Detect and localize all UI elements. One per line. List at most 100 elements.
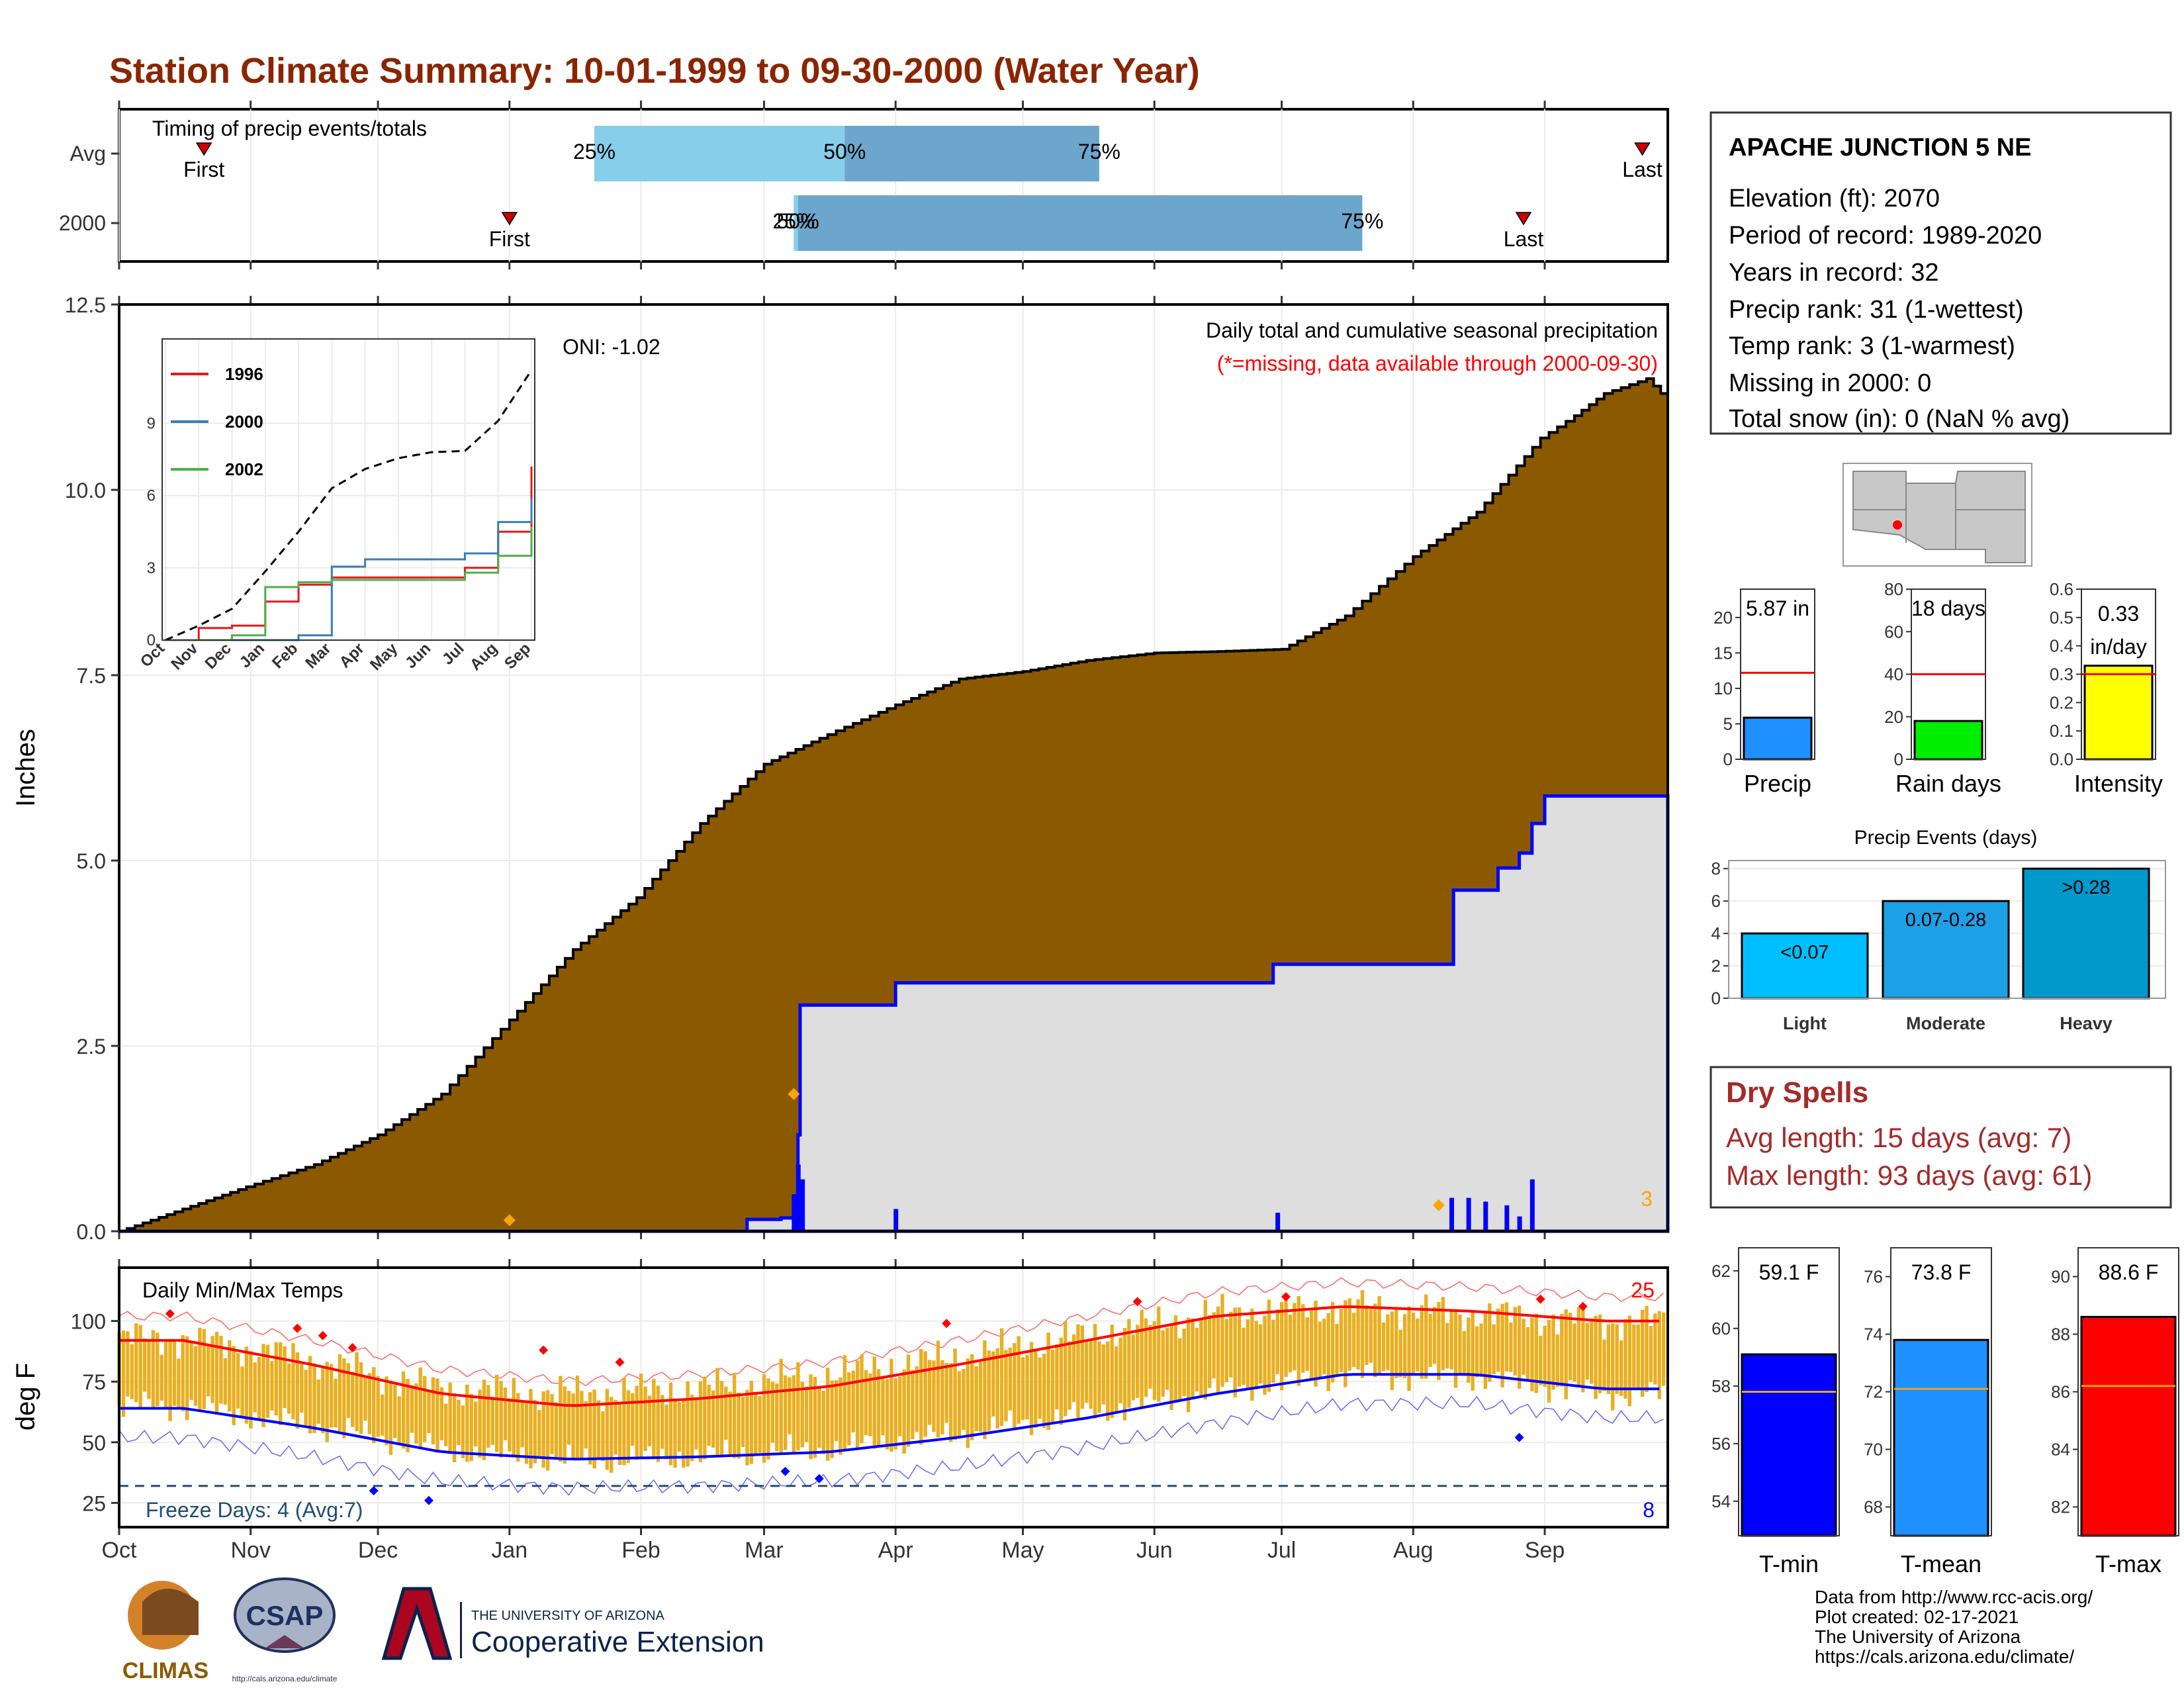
daily-temp-bar (813, 1376, 817, 1458)
daily-temp-bar (388, 1380, 393, 1455)
timing-year-q50-q75-bar (797, 195, 1363, 251)
summary-y-tick-label: 5 (1723, 714, 1733, 733)
daily-temp-bar (927, 1360, 932, 1425)
temp-summary-y-tick-label: 56 (1711, 1434, 1731, 1454)
daily-temp-bar (749, 1380, 754, 1464)
daily-temp-bar (1653, 1313, 1657, 1385)
daily-temp-bar (1530, 1317, 1534, 1391)
precip-y-tick-label: 5.0 (77, 849, 106, 873)
daily-temp-bar (1267, 1299, 1271, 1392)
daily-temp-bar (126, 1331, 130, 1397)
precip-y-axis: 0.0 2.5 5.0 7.5 10.0 12.5 (65, 293, 119, 1244)
temp-summary-bar (1741, 1353, 1837, 1537)
daily-temp-bar (469, 1393, 473, 1462)
daily-temp-bar (214, 1332, 219, 1415)
daily-temp-bar (614, 1399, 617, 1455)
month-label: Jul (1267, 1538, 1296, 1563)
daily-temp-bar (944, 1362, 948, 1423)
events-bar (2022, 867, 2150, 1000)
inset-average-line (165, 369, 533, 641)
timing-avg-q25-q50-bar (594, 126, 845, 181)
daily-temp-bar (232, 1346, 236, 1425)
daily-temp-bar (991, 1351, 995, 1417)
daily-temp-bar (295, 1352, 300, 1429)
events-y-tick-label: 0 (1711, 988, 1721, 1008)
ua-small-text: THE UNIVERSITY OF ARIZONA (471, 1609, 665, 1623)
month-axis: Oct Nov Dec Jan Feb Mar Apr May Jun Jul Aug Sep (102, 1538, 1565, 1563)
map-borders (1853, 471, 2025, 549)
daily-temp-bar (592, 1389, 596, 1469)
csap-url: http://cals.arizona.edu/climate (232, 1674, 338, 1683)
summary-y-tick-label: 0.0 (2050, 749, 2073, 769)
daily-temp-bar (1492, 1324, 1496, 1374)
daily-temp-bar (1178, 1338, 1182, 1400)
daily-temp-bar (503, 1387, 508, 1440)
hot-day-marker (942, 1319, 952, 1329)
daily-temp-bar (270, 1361, 274, 1411)
daily-temp-bar (864, 1370, 868, 1436)
daily-temp-bar (134, 1323, 138, 1403)
timing-year-last-marker (1515, 212, 1532, 226)
daily-temp-bar (1284, 1293, 1288, 1378)
daily-temp-bar (1233, 1307, 1237, 1397)
daily-temp-bar (1534, 1313, 1539, 1393)
daily-temp-bar (1152, 1321, 1157, 1400)
station-location-dot (1893, 520, 1902, 530)
daily-temp-bar (1377, 1295, 1381, 1376)
daily-temp-bar (168, 1340, 172, 1421)
temp-summary-bars: 54 56 58 60 62 59.1 F T-min 68 70 72 74 76 73.8 F T-m… (1711, 1247, 2179, 1577)
station-name: APACHE JUNCTION 5 NE (1729, 134, 2031, 162)
timing-year-q75-label: 75% (1341, 209, 1383, 233)
daily-temp-bar (261, 1344, 265, 1427)
temp-y-tick-label: 25 (82, 1491, 106, 1515)
events-frame (1728, 860, 2166, 999)
daily-temp-bar (1148, 1325, 1152, 1389)
daily-temp-bar (1615, 1324, 1619, 1394)
daily-temp-bar (915, 1366, 919, 1432)
daily-temp-bar (1042, 1353, 1046, 1429)
events-bar-inner-label: <0.07 (1780, 942, 1829, 963)
daily-precip-bar (1275, 1213, 1281, 1231)
daily-temp-bar (1293, 1303, 1297, 1371)
daily-temp-bar (206, 1345, 210, 1397)
avg-tmin-line (119, 1373, 1660, 1461)
locator-map (1843, 463, 2032, 567)
precip-event-marker (788, 1088, 800, 1100)
daily-temp-bar (499, 1381, 503, 1458)
daily-precip-bar (893, 1209, 899, 1231)
daily-temp-bar (906, 1354, 911, 1447)
daily-temp-bar (210, 1336, 214, 1403)
daily-temp-bar (1220, 1293, 1224, 1387)
timing-avg-first-marker (195, 142, 212, 156)
daily-temp-bar (554, 1402, 559, 1458)
daily-temp-bar (1518, 1305, 1522, 1389)
daily-temp-bar (1496, 1308, 1500, 1372)
temp-summary-y-tick-label: 68 (1864, 1497, 1883, 1517)
daily-temp-bar (452, 1393, 457, 1462)
daily-temp-bar (427, 1390, 431, 1434)
daily-temp-bar (181, 1335, 185, 1411)
temp-y-label: deg F (11, 1363, 40, 1430)
daily-temp-bar (936, 1340, 940, 1438)
precip-y-label: Inches (11, 729, 40, 807)
temp-summary-y-tick-label: 76 (1864, 1267, 1883, 1287)
daily-temp-bar (151, 1330, 156, 1410)
precip-event-marker (1432, 1199, 1445, 1211)
daily-temp-bar (1191, 1318, 1195, 1399)
daily-temp-bar (1543, 1325, 1547, 1387)
daily-temp-bar (473, 1401, 478, 1447)
daily-temp-bar (1411, 1313, 1416, 1375)
daily-temp-bar (1173, 1315, 1178, 1403)
station-elevation: Elevation (ft): 2070 (1729, 185, 1940, 212)
daily-temp-bar (193, 1346, 198, 1406)
daily-temp-bar (1479, 1323, 1483, 1377)
precip-event-marker (503, 1214, 516, 1227)
daily-temp-bar (1475, 1326, 1479, 1378)
summary-y-tick-label: 80 (1884, 579, 1903, 599)
timing-row-year: 2000 (59, 211, 106, 235)
daily-temp-bar (1186, 1317, 1191, 1413)
daily-temp-bar (465, 1384, 469, 1462)
daily-temp-bar (995, 1348, 999, 1429)
daily-temp-bar (1305, 1317, 1309, 1371)
